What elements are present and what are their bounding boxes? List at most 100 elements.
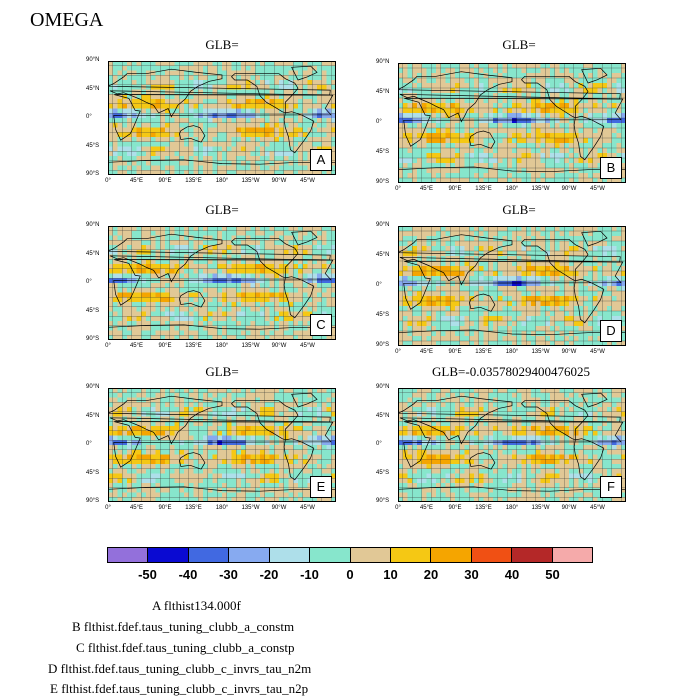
omega-cell [484, 241, 489, 246]
omega-cell [146, 137, 151, 142]
omega-cell [617, 251, 622, 256]
omega-cell [541, 281, 546, 286]
omega-cell [460, 241, 465, 246]
omega-cell [151, 278, 156, 283]
omega-cell [151, 113, 156, 118]
omega-cell [498, 143, 503, 148]
omega-cell [450, 331, 455, 336]
omega-cell [146, 316, 151, 321]
omega-cell [517, 113, 522, 118]
omega-cell [484, 276, 489, 281]
omega-cell [431, 153, 436, 158]
omega-cell [194, 274, 199, 279]
lon-tick-label: 90°E [158, 178, 171, 184]
omega-cell [564, 138, 569, 143]
omega-cell [274, 147, 279, 152]
omega-cell [179, 166, 184, 171]
omega-cell [141, 331, 146, 336]
omega-cell [403, 113, 408, 118]
omega-cell [284, 147, 289, 152]
omega-cell [469, 73, 474, 78]
omega-cell [160, 264, 165, 269]
omega-cell [526, 128, 531, 133]
omega-cell [450, 83, 455, 88]
omega-cell [260, 104, 265, 109]
omega-cell [460, 321, 465, 326]
lon-tick-label: 45°E [420, 349, 433, 355]
omega-cell [265, 75, 270, 80]
omega-cell [303, 85, 308, 90]
omega-cell [436, 276, 441, 281]
omega-cell [531, 286, 536, 291]
omega-cell [574, 173, 579, 178]
omega-cell [298, 269, 303, 274]
omega-cell [127, 321, 132, 326]
omega-cell [189, 240, 194, 245]
omega-cell [541, 113, 546, 118]
omega-cell [251, 283, 256, 288]
omega-cell [241, 90, 246, 95]
omega-cell [484, 236, 489, 241]
omega-cell [217, 231, 222, 236]
omega-cell [308, 302, 313, 307]
omega-cell [593, 113, 598, 118]
omega-cell [545, 83, 550, 88]
omega-cell [479, 173, 484, 178]
omega-cell [232, 156, 237, 161]
omega-cell [222, 274, 227, 279]
omega-cell [408, 236, 413, 241]
omega-cell [427, 291, 432, 296]
omega-cell [607, 296, 612, 301]
omega-cell [450, 301, 455, 306]
omega-cell [493, 68, 498, 73]
omega-cell [146, 90, 151, 95]
omega-cell [617, 138, 622, 143]
omega-cell [474, 301, 479, 306]
omega-cell [270, 151, 275, 156]
omega-cell [189, 316, 194, 321]
omega-cell [175, 398, 180, 403]
omega-cell [156, 307, 161, 312]
omega-cell [403, 311, 408, 316]
omega-cell [265, 297, 270, 302]
omega-cell [465, 296, 470, 301]
omega-cell [564, 311, 569, 316]
omega-cell [536, 311, 541, 316]
omega-cell [555, 241, 560, 246]
omega-cell [208, 71, 213, 76]
omega-cell [517, 168, 522, 173]
omega-cell [450, 103, 455, 108]
omega-cell [522, 326, 527, 331]
omega-cell [308, 264, 313, 269]
omega-cell [579, 271, 584, 276]
omega-cell [165, 113, 170, 118]
omega-cell [479, 123, 484, 128]
omega-cell [160, 161, 165, 166]
omega-cell [270, 316, 275, 321]
omega-cell [541, 108, 546, 113]
omega-cell [588, 291, 593, 296]
omega-cell [512, 311, 517, 316]
omega-cell [265, 326, 270, 331]
omega-cell [189, 151, 194, 156]
omega-cell [274, 128, 279, 133]
omega-cell [118, 231, 123, 236]
omega-cell [298, 236, 303, 241]
omega-cell [408, 68, 413, 73]
omega-cell [217, 123, 222, 128]
omega-cell [222, 297, 227, 302]
omega-cell [236, 80, 241, 85]
omega-cell [531, 103, 536, 108]
omega-cell [593, 321, 598, 326]
omega-cell [493, 113, 498, 118]
omega-cell [227, 156, 232, 161]
omega-cell [203, 288, 208, 293]
omega-cell [151, 283, 156, 288]
omega-cell [422, 301, 427, 306]
omega-cell [160, 104, 165, 109]
omega-cell [198, 255, 203, 260]
omega-cell [536, 173, 541, 178]
omega-cell [279, 297, 284, 302]
omega-cell [503, 108, 508, 113]
